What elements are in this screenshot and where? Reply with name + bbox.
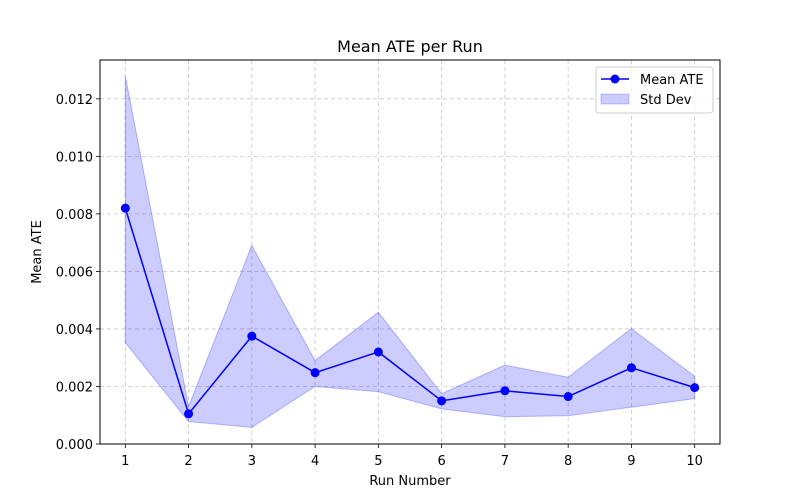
y-tick-label: 0.008: [56, 208, 93, 223]
x-tick-label: 3: [248, 454, 256, 469]
legend-mean-ate-label: Mean ATE: [640, 73, 704, 88]
y-tick-label: 0.010: [56, 150, 93, 165]
x-ticks: 1 2 3 4 5 6 7 8 9 10: [121, 444, 703, 469]
x-tick-label: 5: [374, 454, 382, 469]
mean-ate-point: [247, 331, 257, 341]
y-tick-label: 0.006: [56, 265, 93, 280]
y-axis-label: Mean ATE: [30, 220, 45, 284]
x-tick-label: 9: [627, 454, 635, 469]
mean-ate-point: [120, 203, 130, 213]
std-dev-band-layer: [124, 75, 696, 428]
x-tick-label: 10: [686, 454, 703, 469]
plot-frame: [99, 59, 721, 445]
legend: Mean ATE Std Dev: [595, 66, 714, 114]
chart-title: Mean ATE per Run: [337, 37, 483, 56]
y-tick-label: 0.004: [56, 323, 93, 338]
mean-ate-point: [626, 363, 636, 373]
y-tick-label: 0.000: [56, 438, 93, 453]
x-tick-label: 4: [311, 454, 319, 469]
mean-ate-point: [690, 383, 700, 393]
x-tick-label: 1: [121, 454, 129, 469]
mean-ate-point: [500, 386, 510, 396]
mean-ate-point: [310, 368, 320, 378]
legend-std-dev-label: Std Dev: [640, 93, 692, 108]
mean-ate-point: [563, 392, 573, 402]
x-tick-label: 7: [501, 454, 509, 469]
mean-ate-point: [184, 409, 194, 419]
x-tick-label: 6: [437, 454, 445, 469]
y-tick-label: 0.012: [56, 93, 93, 108]
x-axis-label: Run Number: [369, 474, 451, 489]
y-tick-label: 0.002: [56, 380, 93, 395]
x-tick-label: 2: [184, 454, 192, 469]
std-dev-band: [124, 75, 696, 428]
mean-ate-line-layer: [124, 207, 695, 416]
mean-ate-point: [373, 347, 383, 357]
mean-ate-point: [437, 396, 447, 406]
y-ticks: 0.000 0.002 0.004 0.006 0.008 0.010 0.012: [56, 93, 100, 453]
mean-ate-marker-layer: [120, 203, 700, 419]
legend-std-dev-swatch: [600, 93, 630, 105]
legend-mean-ate-marker: [610, 74, 620, 84]
mean-ate-line: [124, 207, 695, 416]
x-tick-label: 8: [564, 454, 572, 469]
